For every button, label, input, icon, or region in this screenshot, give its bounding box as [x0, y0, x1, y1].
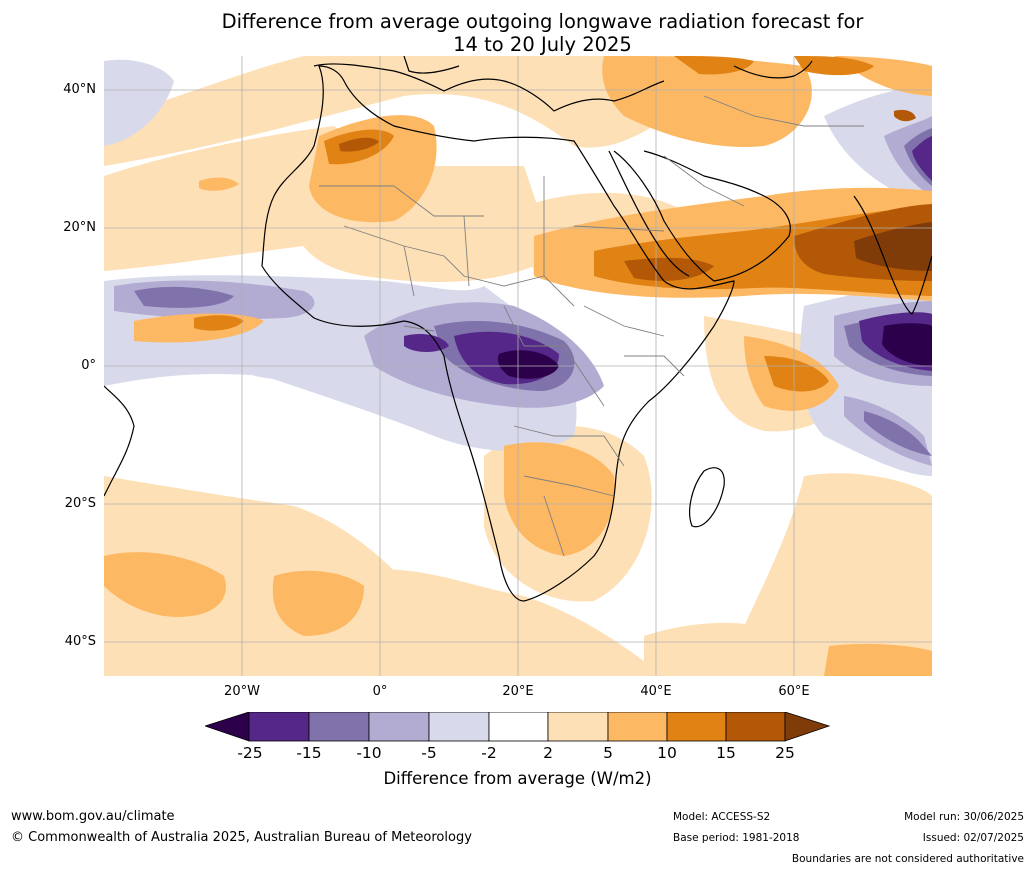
copyright-text: © Commonwealth of Australia 2025, Austra…	[11, 830, 472, 845]
colorbar-bin-5	[488, 712, 549, 742]
lat-label-40n: 40°N	[63, 82, 96, 97]
map-panel	[104, 56, 932, 676]
colorbar-bin-7	[607, 712, 668, 742]
graticule	[104, 56, 932, 676]
website-link[interactable]: www.bom.gov.au/climate	[11, 809, 175, 824]
anomaly-fill-below-neg25	[497, 323, 932, 379]
title-line-1: Difference from average outgoing longwav…	[221, 10, 864, 33]
boundaries-disclaimer: Boundaries are not considered authoritat…	[791, 853, 1024, 865]
map-title: Difference from average outgoing longwav…	[0, 10, 1035, 56]
colorbar-bin-3	[368, 712, 430, 742]
lon-label-0: 0°	[372, 684, 388, 699]
coastlines	[104, 56, 932, 602]
lon-label-60e: 60°E	[778, 684, 810, 699]
colorbar-tick-label: 2	[543, 744, 553, 762]
lon-label-40e: 40°E	[640, 684, 672, 699]
colorbar-tick-label: -2	[481, 744, 497, 762]
lon-label-20e: 20°E	[502, 684, 534, 699]
model-name: Model: ACCESS-S2	[673, 811, 771, 823]
colorbar-tick-label: 5	[603, 744, 613, 762]
colorbar-tick-label: -10	[356, 744, 382, 762]
colorbar-bin-8	[666, 712, 727, 742]
colorbar-tick-label: -25	[237, 744, 263, 762]
anomaly-fill-above-25	[854, 222, 932, 271]
lat-label-20s: 20°S	[64, 496, 96, 511]
colorbar-title: Difference from average (W/m2)	[383, 769, 652, 788]
colorbar-bin-2	[308, 712, 370, 742]
colorbar-tick-label: -15	[296, 744, 322, 762]
olr-anomaly-map	[104, 56, 932, 676]
colorbar-bin-4	[428, 712, 490, 742]
lat-label-40s: 40°S	[64, 634, 96, 649]
colorbar-tick-label: 10	[657, 744, 677, 762]
colorbar-tick-label: 15	[716, 744, 736, 762]
lon-label-20w: 20°W	[224, 684, 260, 699]
title-line-2: 14 to 20 July 2025	[453, 33, 632, 56]
colorbar-extend-high	[784, 712, 831, 742]
colorbar-bin-6	[547, 712, 609, 742]
model-run-date: Model run: 30/06/2025	[904, 811, 1024, 823]
colorbar-tick-label: 25	[775, 744, 795, 762]
colorbar-extend-low	[205, 712, 250, 742]
colorbar-bin-9	[725, 712, 786, 742]
colorbar-bin-1	[248, 712, 310, 742]
lat-label-20n: 20°N	[63, 220, 96, 235]
base-period: Base period: 1981-2018	[673, 832, 800, 844]
issued-date: Issued: 02/07/2025	[922, 832, 1024, 844]
colorbar-tick-label: -5	[421, 744, 437, 762]
lat-label-0: 0°	[81, 358, 96, 373]
country-borders	[319, 95, 864, 557]
colorbar	[205, 712, 831, 742]
